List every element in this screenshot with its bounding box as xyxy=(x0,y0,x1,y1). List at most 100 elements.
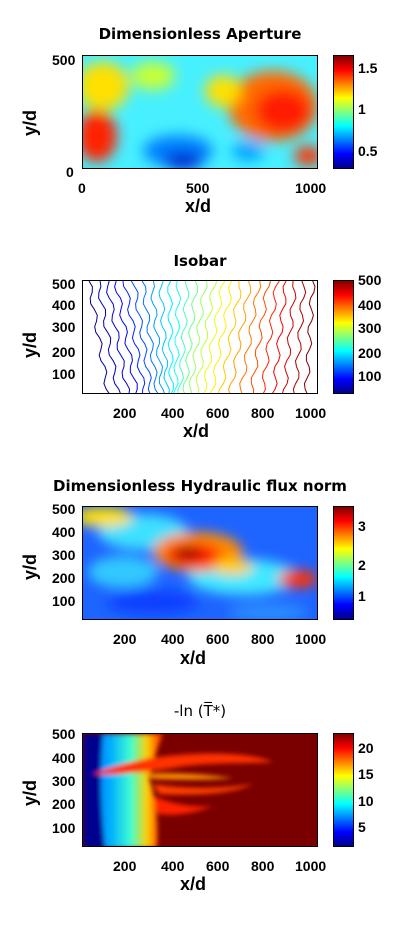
y-tick-label: 200 xyxy=(52,344,76,360)
y-tick-label: 0 xyxy=(66,164,74,180)
isobar-line xyxy=(282,281,297,393)
colorbar-tick-label: 1 xyxy=(358,588,366,604)
y-tick-label: 500 xyxy=(52,276,76,292)
x-tick-label: 600 xyxy=(206,631,230,647)
x-tick-label: 600 xyxy=(206,405,230,421)
x-tick-label: 1000 xyxy=(295,180,327,196)
x-tick-label: 200 xyxy=(113,405,137,421)
isobar-line xyxy=(182,281,199,393)
x-tick-label: 800 xyxy=(251,858,275,874)
colorbar-tick-label: 2 xyxy=(358,557,366,573)
isobar-line xyxy=(114,281,138,393)
isobar-line xyxy=(88,281,110,393)
isobar-line xyxy=(130,281,152,393)
colorbar xyxy=(333,506,354,620)
x-axis-label: x/d xyxy=(180,648,207,668)
isobar-line xyxy=(209,281,233,393)
y-tick-label: 400 xyxy=(52,297,76,313)
x-tick-label: 1000 xyxy=(295,405,327,421)
colorbar-tick-label: 0.5 xyxy=(358,143,378,159)
colorbar-tick-label: 5 xyxy=(358,819,366,835)
x-axis-label: x/d xyxy=(185,196,212,216)
colorbar xyxy=(333,280,354,394)
x-tick-label: 0 xyxy=(78,180,86,196)
colorbar-tick-label: 1 xyxy=(358,101,366,117)
y-tick-label: 300 xyxy=(52,319,76,335)
colorbar-tick-label: 300 xyxy=(358,320,382,336)
y-tick-label: 100 xyxy=(52,593,76,609)
isobar-line xyxy=(106,281,131,393)
x-tick-label: 600 xyxy=(206,858,230,874)
colorbar-tick-label: 400 xyxy=(358,297,382,313)
x-tick-label: 400 xyxy=(161,858,185,874)
y-tick-label: 400 xyxy=(52,524,76,540)
colorbar-tick-label: 15 xyxy=(358,766,374,782)
isobar-line xyxy=(122,281,146,393)
x-tick-label: 1000 xyxy=(295,858,327,874)
colorbar-tick-label: 1.5 xyxy=(358,60,378,76)
chart-aperture: Dimensionless Aperture y/d 500 0 0 500 xyxy=(0,0,409,230)
chart-title: Dimensionless Aperture xyxy=(98,25,302,43)
x-axis-label: x/d xyxy=(180,874,207,894)
y-tick-label: 300 xyxy=(52,547,76,563)
isobar-line xyxy=(250,281,271,393)
isobar-line xyxy=(303,281,316,393)
isobar-line xyxy=(261,281,280,393)
x-tick-label: 400 xyxy=(161,631,185,647)
chart-isobar: Isobar y/d 500 400 300 200 100 200 400 6… xyxy=(0,0,409,450)
y-tick-label: 100 xyxy=(52,366,76,382)
x-tick-label: 1000 xyxy=(295,631,327,647)
y-tick-label: 500 xyxy=(52,726,76,742)
heatmap-flux xyxy=(82,506,318,620)
isobar-line xyxy=(98,281,121,393)
x-tick-label: 200 xyxy=(113,631,137,647)
colorbar-tick-label: 200 xyxy=(358,345,382,361)
isobar-line xyxy=(203,281,226,393)
y-tick-label: 100 xyxy=(52,820,76,836)
chart-title: Isobar xyxy=(173,252,227,270)
colorbar-tick-label: 3 xyxy=(358,518,366,534)
x-axis-label: x/d xyxy=(183,421,210,441)
chart-title: -ln (T̅*) xyxy=(173,702,227,720)
chart-ln-tstar: -ln (T̅*) y/d 500 400 300 200 100 xyxy=(20,702,374,894)
y-axis-label: y/d xyxy=(20,779,40,806)
isobar-line xyxy=(272,281,287,393)
isobar-line xyxy=(228,281,252,393)
colorbar-tick-label: 20 xyxy=(358,740,374,756)
y-tick-label: 200 xyxy=(52,796,76,812)
y-tick-label: 400 xyxy=(52,750,76,766)
isobar-line xyxy=(158,281,170,393)
x-tick-label: 200 xyxy=(113,858,137,874)
x-tick-label: 800 xyxy=(251,405,275,421)
heatmap-flux-svg xyxy=(83,507,317,619)
isobar-line xyxy=(177,281,190,393)
isobar-lines xyxy=(88,281,316,393)
y-tick-label: 200 xyxy=(52,570,76,586)
isobar-line xyxy=(195,281,218,393)
isobar-line xyxy=(173,281,182,393)
colorbar xyxy=(333,733,354,847)
y-tick-label: 500 xyxy=(52,501,76,517)
chart-flux-norm: Dimensionless Hydraulic flux norm y/d 50… xyxy=(20,477,366,668)
isobar-line xyxy=(188,281,208,393)
heatmap-ln-tstar-svg xyxy=(83,734,317,846)
isobar-line xyxy=(141,281,159,393)
x-tick-label: 800 xyxy=(251,631,275,647)
x-tick-label: 500 xyxy=(186,180,210,196)
isobar-line xyxy=(167,281,174,393)
colorbar-tick-label: 500 xyxy=(358,272,382,288)
chart-title: Dimensionless Hydraulic flux norm xyxy=(53,477,347,495)
isobar-line xyxy=(150,281,166,393)
colorbar-tick-label: 100 xyxy=(358,368,382,384)
y-tick-label: 500 xyxy=(52,52,76,68)
isobar-line xyxy=(239,281,262,393)
x-tick-label: 400 xyxy=(161,405,185,421)
y-tick-label: 300 xyxy=(52,773,76,789)
isobar-plot xyxy=(82,280,318,394)
heatmap-aperture xyxy=(82,55,318,169)
colorbar-tick-label: 10 xyxy=(358,793,374,809)
isobar-line xyxy=(218,281,242,393)
heatmap-ln-tstar xyxy=(82,733,318,847)
heatmap-aperture-svg xyxy=(83,56,317,168)
isobar-line xyxy=(292,281,307,393)
